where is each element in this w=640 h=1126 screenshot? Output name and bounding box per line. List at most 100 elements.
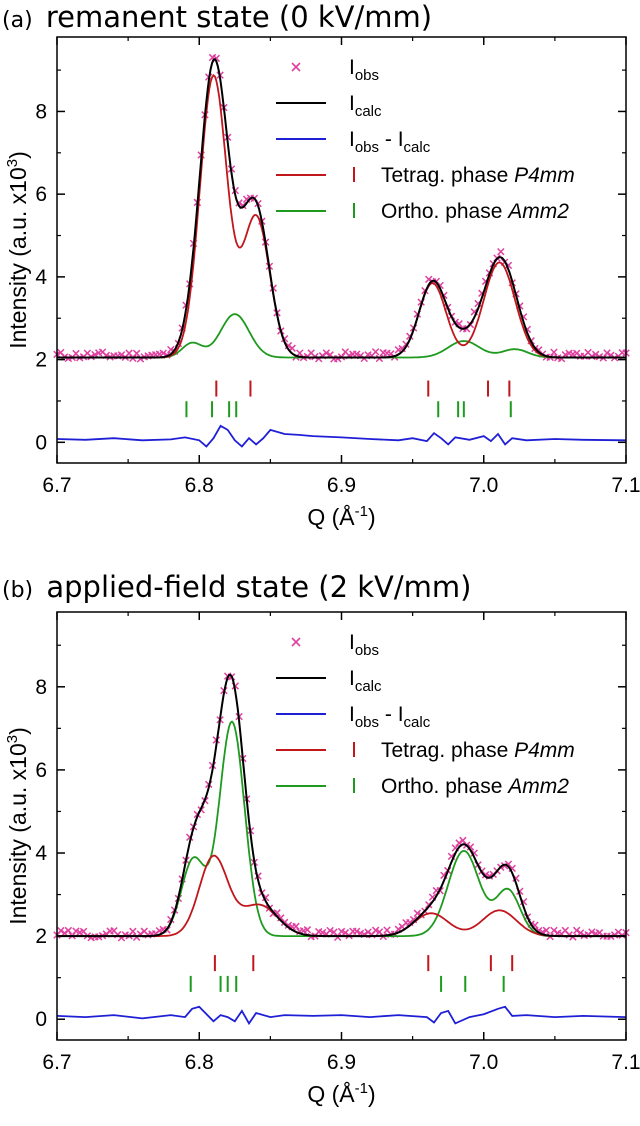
observed-point	[542, 926, 551, 935]
y-tick-label: 0	[35, 431, 47, 454]
calculated-line	[57, 57, 626, 359]
x-tick-label: 7.1	[611, 1051, 640, 1074]
y-tick-label: 6	[35, 183, 47, 206]
observed-point	[303, 926, 312, 934]
y-tick-label: 4	[35, 842, 47, 865]
legend-subscript: obs	[355, 67, 379, 84]
y-axis-label-close: )	[5, 151, 31, 159]
observed-point	[64, 926, 73, 935]
observed-point	[588, 928, 596, 936]
legend-label-obs: Iobs	[349, 631, 379, 659]
observed-point	[352, 350, 361, 358]
legend-label-diff: Iobs - Icalc	[349, 128, 431, 156]
legend-label-main: I	[349, 56, 355, 79]
legend-label-tail: - I	[379, 128, 404, 151]
legend-label-main: Tetrag. phase	[381, 739, 514, 762]
panel-b-title: (b) applied-field state (2 kV/mm)	[2, 570, 471, 604]
legend-label-calc: Icalc	[349, 92, 382, 120]
observed-data-series	[53, 672, 630, 942]
y-axis-label-close: )	[5, 727, 31, 735]
y-tick-label: 0	[35, 1008, 47, 1031]
observed-point	[159, 349, 167, 357]
legend-phase-name: P4mm	[514, 164, 575, 187]
legend-label-calc: Icalc	[349, 667, 382, 695]
observed-point	[292, 922, 300, 931]
legend-subscript: calc	[355, 103, 382, 120]
legend-label-diff: Iobs - Icalc	[349, 703, 431, 731]
legend-label-main: I	[349, 128, 355, 151]
observed-point	[550, 348, 558, 356]
observed-point	[129, 927, 137, 936]
x-axis-label-superscript: -1	[355, 503, 368, 520]
legend-label-main: Ortho. phase	[381, 200, 508, 223]
x-tick-label: 7.0	[469, 474, 498, 497]
panel-a-title: (a) remanent state (0 kV/mm)	[2, 0, 432, 34]
x-tick-label: 6.9	[327, 1051, 356, 1074]
legend-subscript: calc	[355, 678, 382, 695]
panel-a-title-text: remanent state (0 kV/mm)	[45, 0, 433, 34]
observed-point	[371, 348, 380, 356]
observed-point	[497, 247, 505, 256]
legend-subscript: obs	[355, 642, 379, 659]
y-tick-label: 2	[35, 925, 47, 948]
observed-point	[57, 926, 65, 935]
panel-a-label: (a)	[2, 8, 33, 33]
legend-label-main: I	[349, 92, 355, 115]
difference-line	[56, 1005, 627, 1026]
x-tick-label: 6.8	[185, 474, 214, 497]
observed-point	[322, 349, 331, 357]
legend-label-orth: Ortho. phase Amm2	[381, 775, 569, 798]
legend-label-orth: Ortho. phase Amm2	[381, 200, 569, 223]
panel-b-label: (b)	[2, 578, 34, 603]
legend-label-tet: Tetrag. phase P4mm	[381, 739, 575, 762]
observed-point	[470, 849, 478, 857]
observed-point	[333, 933, 342, 942]
x-axis-label-text: Q (Å	[307, 1080, 355, 1107]
x-tick-label: 6.8	[185, 1051, 214, 1074]
plot-frame	[56, 611, 627, 1041]
observed-point	[330, 928, 338, 936]
panel-b-title-text: applied-field state (2 kV/mm)	[46, 570, 472, 604]
legend-label-tet: Tetrag. phase P4mm	[381, 164, 575, 187]
x-axis-label: Q (Å-1)	[307, 503, 375, 530]
y-axis-label: Intensity (a.u. x103)	[4, 151, 31, 349]
legend-phase-name: P4mm	[514, 739, 575, 762]
x-axis-label-close: )	[368, 504, 376, 530]
x-axis-label: Q (Å-1)	[307, 1080, 375, 1107]
observed-point	[333, 354, 342, 363]
x-tick-label: 7.1	[611, 474, 640, 497]
observed-point	[572, 926, 581, 935]
legend-subscript: obs	[355, 139, 379, 156]
legend-label-main: I	[349, 703, 355, 726]
observed-point	[132, 349, 141, 358]
y-axis-label: Intensity (a.u. x103)	[4, 727, 31, 925]
plot-frame	[56, 36, 627, 464]
legend-phase-name: Amm2	[506, 200, 569, 223]
legend-label-main: I	[349, 631, 355, 654]
observed-point	[352, 927, 361, 936]
observed-point	[466, 843, 475, 851]
x-axis-label-close: )	[368, 1081, 376, 1107]
legend-subscript-2: calc	[404, 139, 431, 156]
legend-label-main: I	[349, 667, 355, 690]
legend-label-main: Ortho. phase	[381, 775, 508, 798]
tetragonal-phase-line	[57, 854, 626, 937]
x-tick-label: 6.9	[327, 474, 356, 497]
x-axis-label-text: Q (Å	[307, 503, 355, 530]
legend-label-tail: - I	[379, 703, 404, 726]
x-axis-label-superscript: -1	[355, 1080, 368, 1097]
observed-point	[125, 349, 133, 357]
calculated-line	[57, 673, 626, 938]
x-tick-label: 7.0	[469, 1051, 498, 1074]
difference-line	[56, 424, 627, 448]
observed-point	[603, 349, 611, 357]
y-axis-label-superscript: 3	[4, 735, 21, 743]
legend-marker-observed	[291, 62, 301, 72]
legend-subscript: obs	[355, 714, 379, 731]
legend-marker-observed	[291, 637, 301, 647]
y-tick-label: 8	[35, 100, 47, 123]
